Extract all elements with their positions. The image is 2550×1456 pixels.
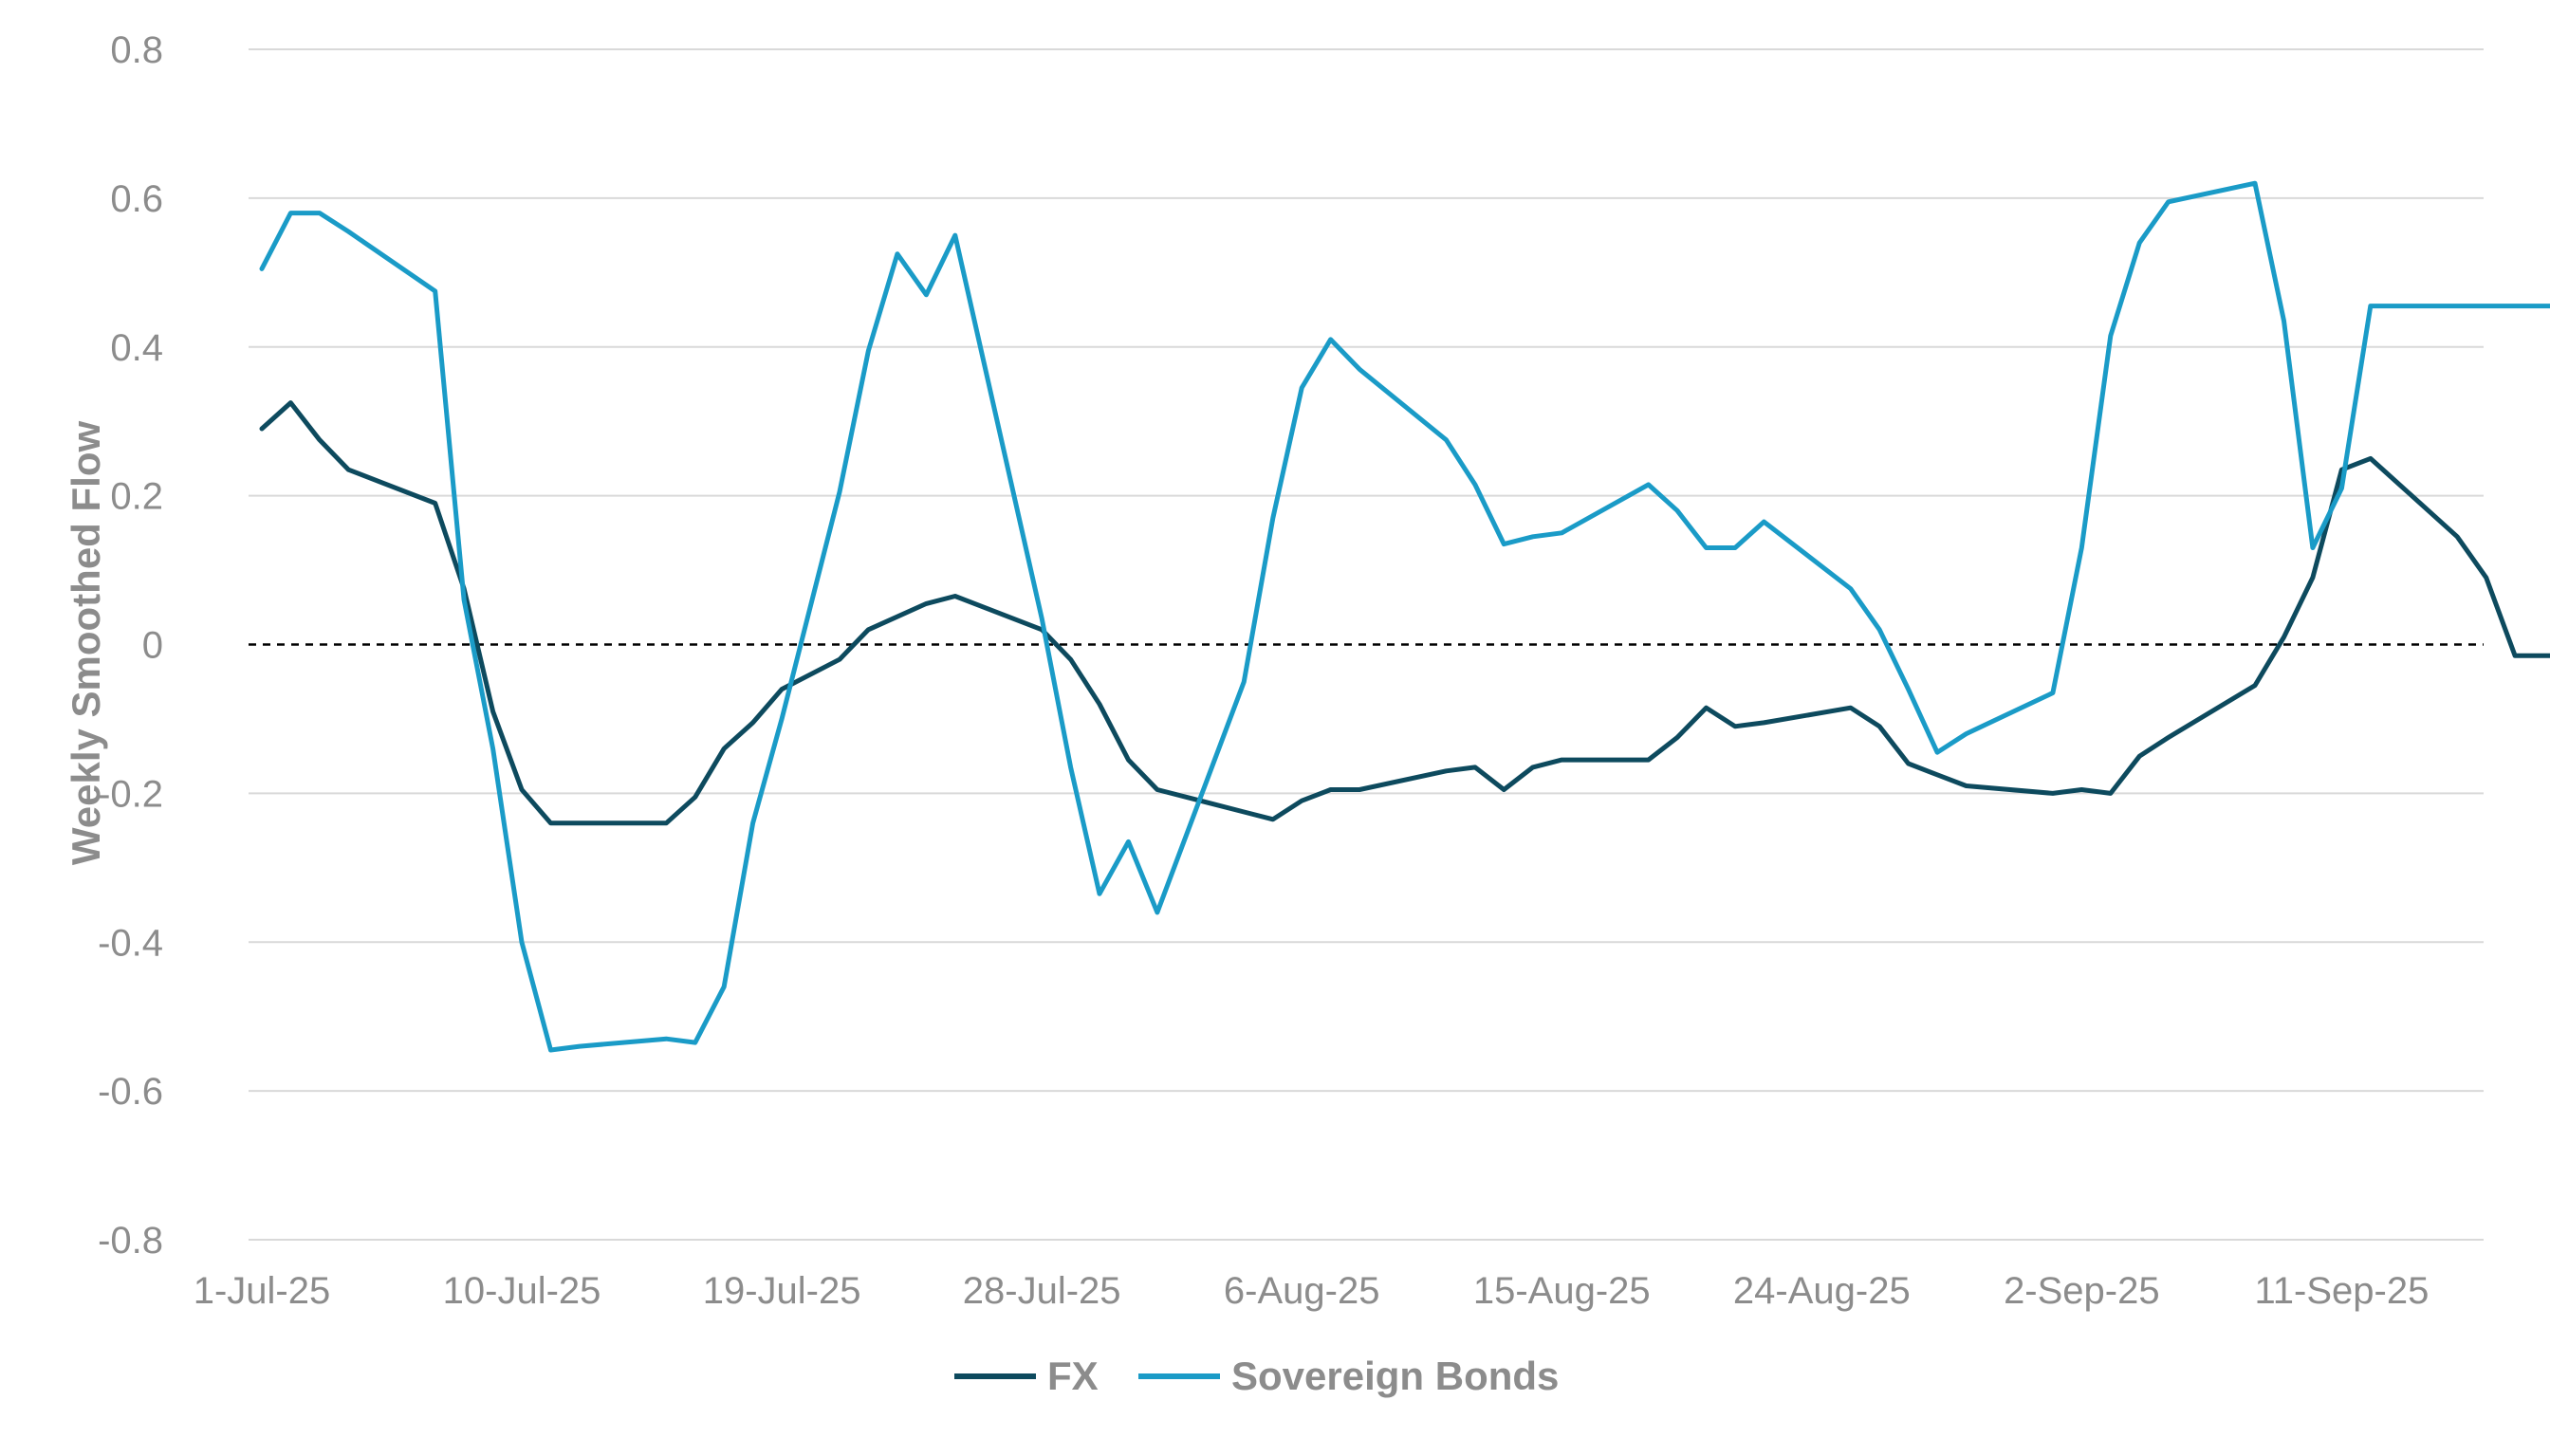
y-tick-label: -0.6 bbox=[98, 1071, 163, 1113]
x-tick-label: 28-Jul-25 bbox=[963, 1270, 1121, 1312]
y-tick-label: 0 bbox=[142, 625, 163, 667]
y-axis-title: Weekly Smoothed Flow bbox=[64, 421, 108, 866]
y-axis-tick-labels: 0.8 0.6 0.4 0.2 0 -0.2 -0.4 -0.6 -0.8 bbox=[98, 29, 163, 1262]
y-tick-label: -0.4 bbox=[98, 922, 163, 964]
series-line-sovereign-bonds bbox=[259, 180, 2550, 1053]
x-tick-label: 15-Aug-25 bbox=[1473, 1270, 1651, 1312]
x-tick-label: 1-Jul-25 bbox=[194, 1270, 331, 1312]
series-line-fx bbox=[259, 400, 2550, 826]
x-tick-label: 2-Sep-25 bbox=[2004, 1270, 2160, 1312]
y-tick-label: 0.6 bbox=[110, 178, 163, 220]
gridlines bbox=[249, 48, 2484, 1241]
y-tick-label: 0.2 bbox=[110, 476, 163, 518]
y-tick-label: -0.2 bbox=[98, 773, 163, 815]
y-tick-label: -0.8 bbox=[98, 1220, 163, 1262]
series-layer bbox=[259, 180, 2550, 1053]
legend-label-sovereign-bonds: Sovereign Bonds bbox=[1231, 1354, 1559, 1398]
legend: FX Sovereign Bonds bbox=[954, 1354, 1559, 1398]
x-tick-label: 11-Sep-25 bbox=[2254, 1270, 2429, 1312]
x-tick-label: 6-Aug-25 bbox=[1224, 1270, 1380, 1312]
legend-label-fx: FX bbox=[1047, 1354, 1099, 1398]
x-axis-tick-labels: 1-Jul-25 10-Jul-25 19-Jul-25 28-Jul-25 6-Aug… bbox=[194, 1270, 2430, 1312]
y-tick-label: 0.8 bbox=[110, 29, 163, 71]
x-tick-label: 19-Jul-25 bbox=[703, 1270, 861, 1312]
x-tick-label: 24-Aug-25 bbox=[1733, 1270, 1911, 1312]
y-tick-label: 0.4 bbox=[110, 327, 163, 369]
x-tick-label: 10-Jul-25 bbox=[443, 1270, 601, 1312]
